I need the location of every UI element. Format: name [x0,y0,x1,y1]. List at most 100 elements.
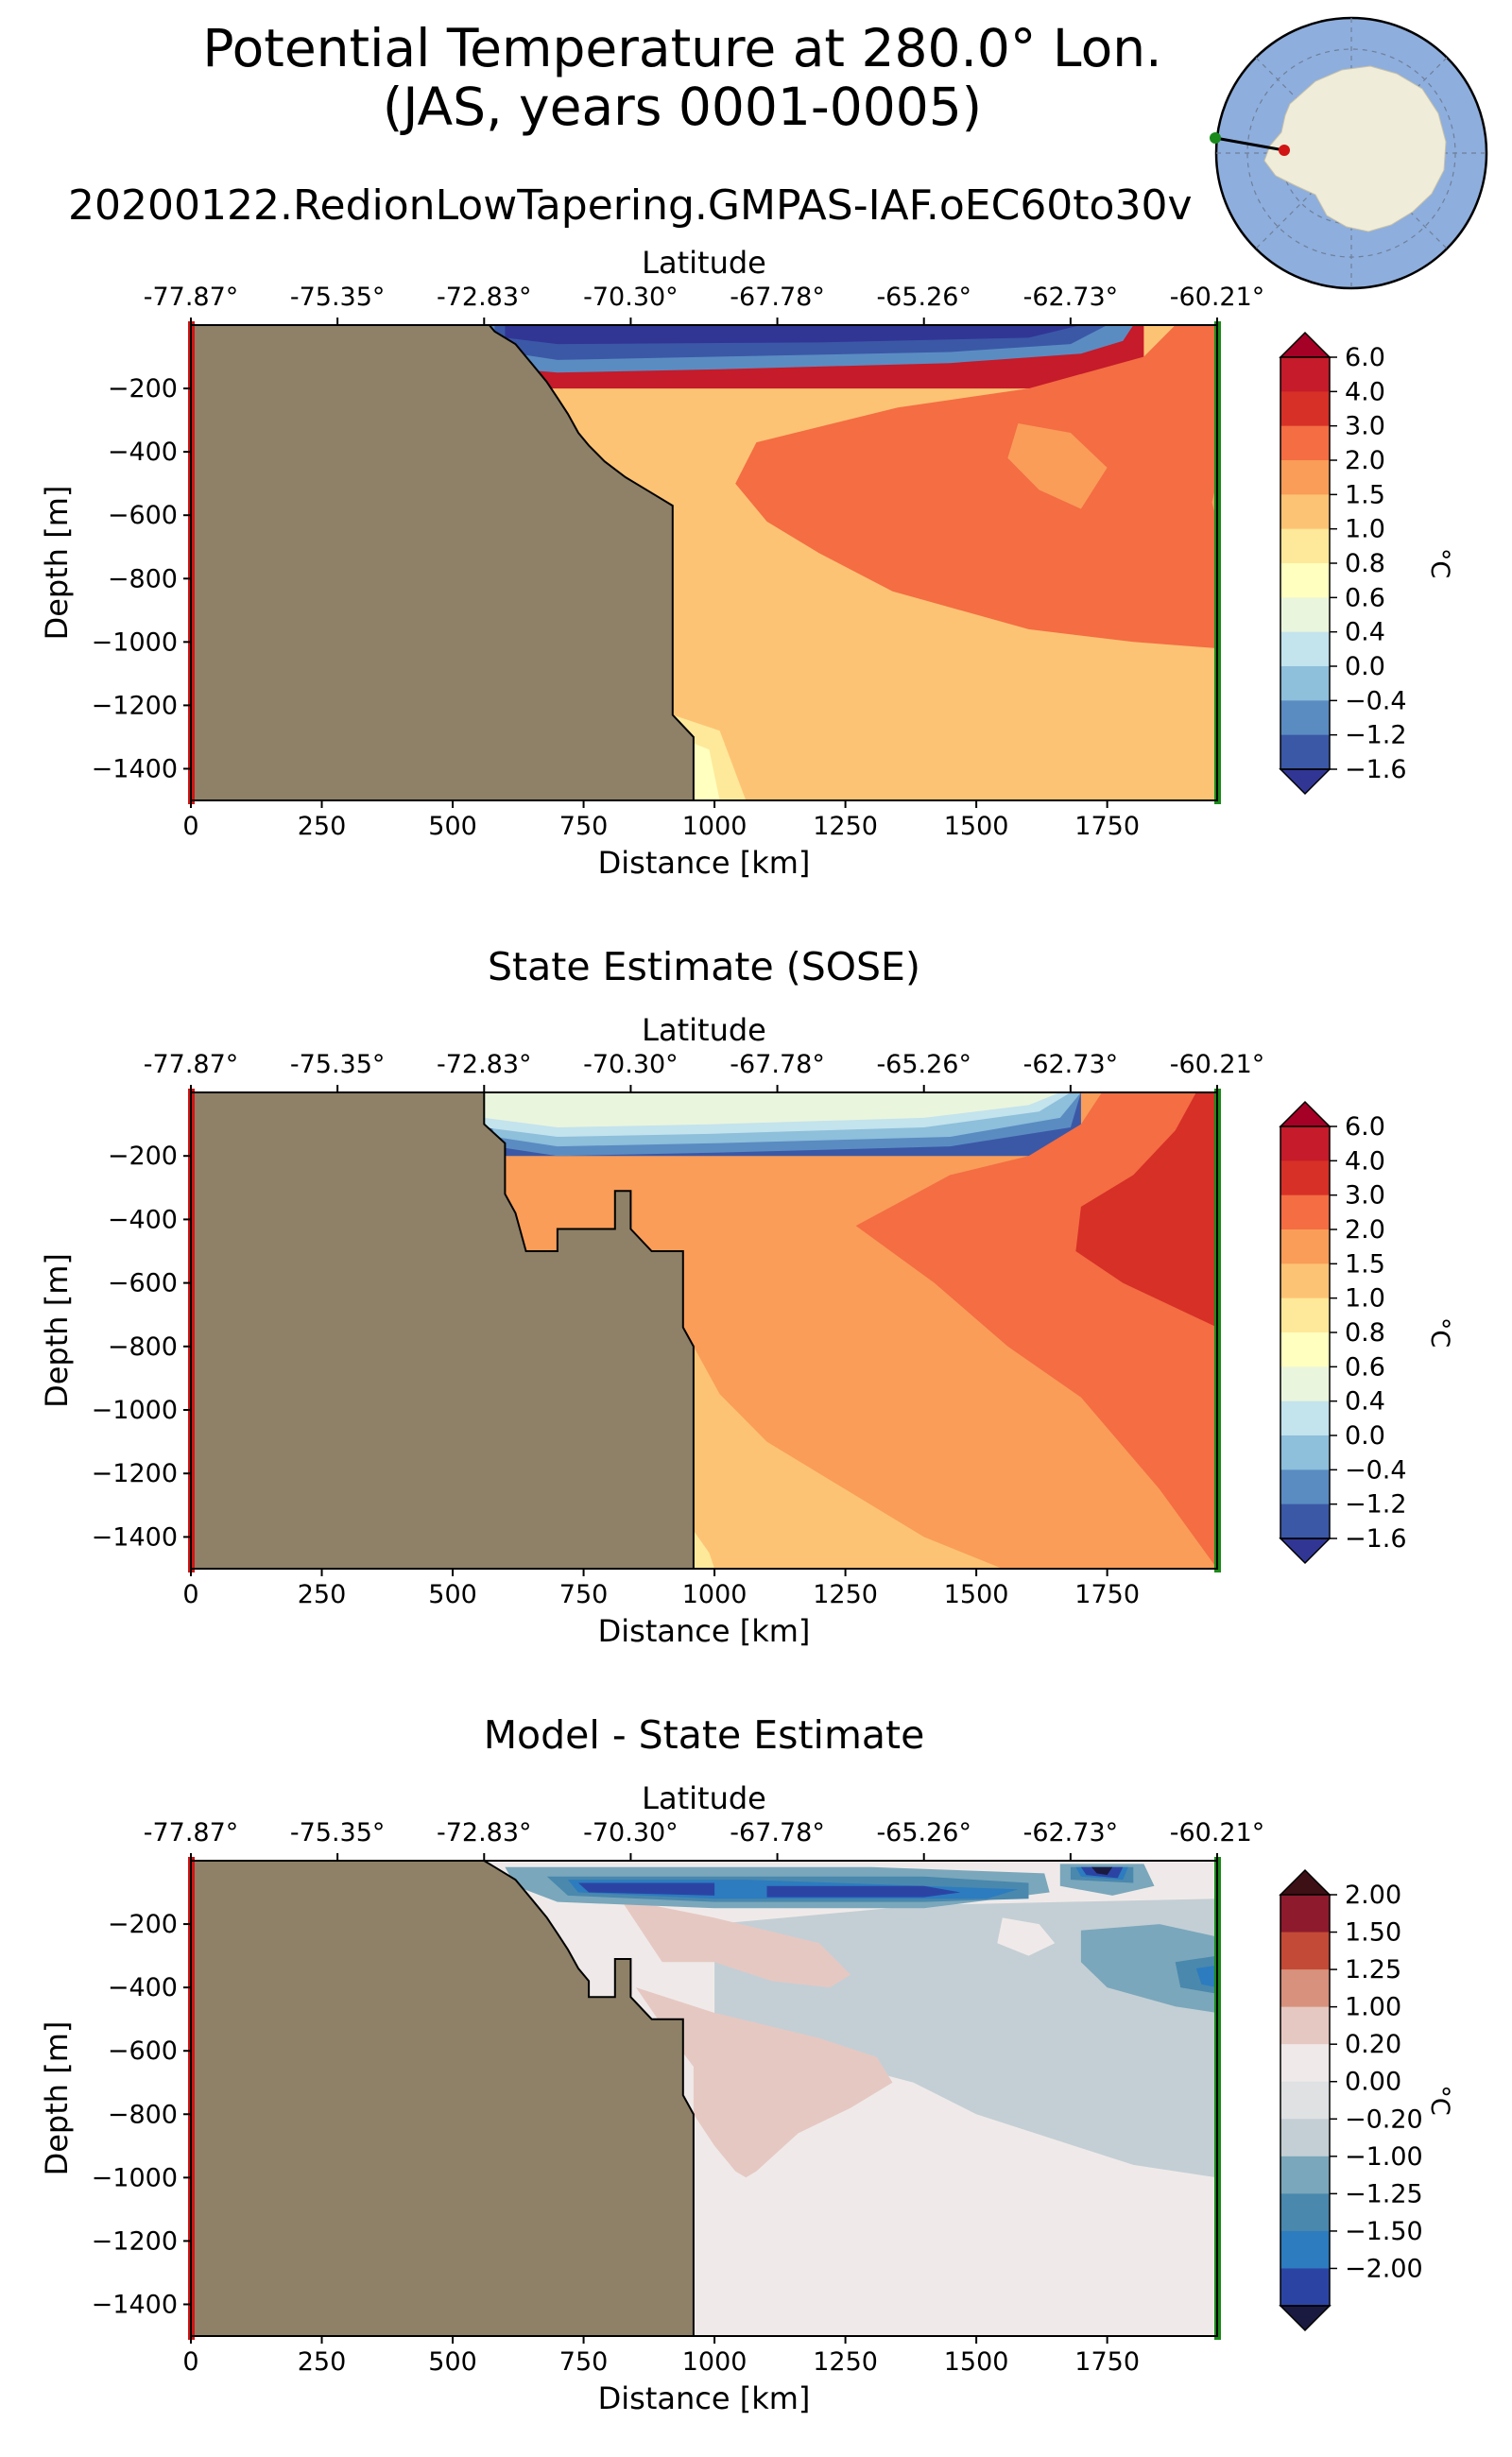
axes-frame [190,1091,1218,1570]
colorbar-tick-label: 4.0 [1345,1146,1385,1176]
colorbar-swatch [1280,391,1330,427]
x-axis-label: Distance [km] [598,2380,811,2416]
y-tick-label: −600 [108,2036,178,2066]
top-tick-label: -62.73° [1023,1818,1119,1847]
temperature-contour-7 [1075,1092,1217,1328]
colorbar-tick-label: 2.0 [1345,446,1385,475]
x-tick-label: 1250 [813,812,878,841]
colorbar-swatch [1280,666,1330,701]
colorbar-tick-label: 1.0 [1345,515,1385,544]
top-tick-label: -67.78° [730,1818,825,1847]
seafloor-land [191,1861,695,2336]
x-tick-label: 1000 [682,1580,747,1609]
x-tick-label: 1750 [1074,812,1140,841]
colorbar: 6.0 4.0 3.0 2.0 1.5 1.0 0.8 0.6 0.4 0.0 −0.4 −1.2 −1… [1279,1100,1454,1565]
y-tick-label: −800 [108,2100,178,2129]
y-tick-label: −1000 [92,2163,178,2192]
top-tick-label: -62.73° [1023,283,1119,312]
colorbar-swatch [1280,460,1330,495]
y-axis-label: Depth [m] [39,486,75,641]
colorbar-tick-label: 0.8 [1345,549,1385,578]
colorbar-tick-label: −2.00 [1345,2254,1423,2283]
top-tick-label: -77.87° [144,1050,239,1079]
top-tick-label: -70.30° [583,1050,679,1079]
y-tick-label: −1200 [92,691,178,720]
antarctica-inset-map [1210,16,1488,290]
colorbar-tick-label: −1.2 [1345,721,1407,750]
colorbar-tick-label: 1.5 [1345,480,1385,509]
temperature-contour-5 [735,325,1217,648]
colorbar-swatch [1280,357,1330,392]
temperature-contour-17 [1091,1866,1113,1876]
x-tick-label: 500 [428,2347,477,2377]
top-tick-label: -75.35° [290,1050,386,1079]
colorbar-tick-label: 1.25 [1345,1955,1401,1984]
temperature-contour-3 [636,1987,893,2178]
y-tick-label: −1400 [92,754,178,783]
colorbar-tick-label: 6.0 [1345,1112,1385,1142]
colorbar-tick-label: −1.50 [1345,2217,1423,2246]
colorbar-swatch [1280,1895,1330,1933]
colorbar-label: °C [1425,548,1454,578]
y-tick-label: −400 [108,438,178,467]
panel-2: State Estimate (SOSE) 0 250 500 750 1000 1250 1… [39,944,1454,1649]
colorbar-swatch [1280,631,1330,667]
colorbar-min-extend [1279,1538,1332,1565]
top-tick-label: -75.35° [290,1818,386,1847]
colorbar-swatch [1280,2081,1330,2120]
y-tick-label: −600 [108,501,178,530]
panel-title: State Estimate (SOSE) [488,944,920,989]
x-tick-label: 1250 [813,2347,878,2377]
x-tick-label: 0 [182,1580,198,1609]
top-tick-label: -75.35° [290,283,386,312]
x-tick-label: 0 [182,812,198,841]
inset-transect-end-marker [1279,145,1290,156]
colorbar-swatch [1280,2119,1330,2157]
y-tick-label: −200 [108,1910,178,1939]
panel-title: Model - State Estimate [484,1712,925,1758]
colorbar-tick-label: 0.00 [1345,2068,1401,2097]
y-tick-label: −1400 [92,2290,178,2319]
x-tick-label: 250 [298,1580,347,1609]
seafloor-land [191,325,695,800]
colorbar-tick-label: 3.0 [1345,412,1385,441]
top-tick-label: -62.73° [1023,1050,1119,1079]
colorbar-swatch [1280,1229,1330,1264]
colorbar-tick-label: −0.20 [1345,2105,1423,2134]
top-tick-label: -65.26° [876,1050,971,1079]
y-tick-label: −1200 [92,1459,178,1488]
y-tick-label: −800 [108,1332,178,1362]
axes-frame [190,1860,1218,2337]
top-tick-label: -72.83° [437,283,532,312]
colorbar-tick-label: 2.0 [1345,1215,1385,1245]
colorbar-swatch [1280,563,1330,598]
panel-1: 0 250 500 750 1000 1250 1500 1750 -77.87° -75.35°… [39,245,1454,881]
colorbar-label: °C [1425,2085,1454,2115]
colorbar-tick-label: 1.0 [1345,1284,1385,1314]
top-axis-label: Latitude [642,245,766,281]
colorbar-swatch [1280,1160,1330,1196]
colorbar-tick-label: 2.00 [1345,1881,1401,1910]
colorbar-tick-label: 0.20 [1345,2030,1401,2059]
y-tick-label: −200 [108,1142,178,1171]
top-tick-label: -70.30° [583,1818,679,1847]
y-tick-label: −1200 [92,2226,178,2256]
x-tick-label: 1500 [944,812,1009,841]
colorbar-swatch [1280,2268,1330,2307]
colorbar-tick-label: 3.0 [1345,1181,1385,1211]
colorbar-tick-label: −1.00 [1345,2142,1423,2172]
colorbar-tick-label: −1.25 [1345,2179,1423,2208]
x-tick-label: 250 [298,2347,347,2377]
top-tick-label: -72.83° [437,1818,532,1847]
colorbar-tick-label: 6.0 [1345,343,1385,372]
inset-antarctica-land [1263,65,1447,232]
colorbar-swatch [1280,1932,1330,1970]
axes-frame [190,324,1218,801]
colorbar-tick-label: −1.6 [1345,1524,1407,1554]
colorbar-swatch [1280,494,1330,530]
colorbar-swatch [1280,734,1330,770]
figure-title-line1: Potential Temperature at 280.0° Lon. [202,18,1161,78]
colorbar-swatch [1280,2193,1330,2232]
colorbar-swatch [1280,1469,1330,1505]
